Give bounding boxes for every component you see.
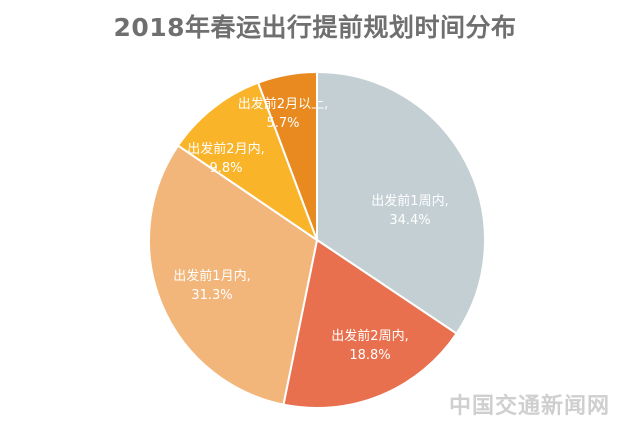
chart-title: 2018年春运出行提前规划时间分布: [113, 13, 517, 42]
pie-slices: [148, 70, 486, 409]
watermark-text: 中国交通新闻网: [448, 394, 610, 419]
pie-slice-4: [176, 81, 320, 243]
pie-slice-2: [282, 238, 458, 409]
slice-value-5: 5.7%: [266, 116, 299, 131]
slice-label-4: 出发前2月内,: [187, 141, 264, 157]
slice-value-4: 9.8%: [209, 161, 242, 176]
slice-value-3: 31.3%: [191, 288, 232, 303]
slice-label-2: 出发前2周内,: [331, 328, 408, 344]
slice-value-1: 34.4%: [389, 213, 430, 228]
slice-label-5: 出发前2月以上,: [238, 96, 328, 112]
pie-slice-3: [148, 144, 319, 406]
slice-label-1: 出发前1周内,: [371, 193, 448, 209]
slice-value-2: 18.8%: [349, 348, 390, 363]
slice-label-3: 出发前1月内,: [173, 268, 250, 284]
pie-slice-5: [256, 70, 318, 241]
pie-slice-1: [316, 70, 486, 335]
pie-labels: 出发前1周内, 34.4% 出发前2周内, 18.8% 出发前1月内, 31.3% 出发前2…: [173, 96, 448, 363]
